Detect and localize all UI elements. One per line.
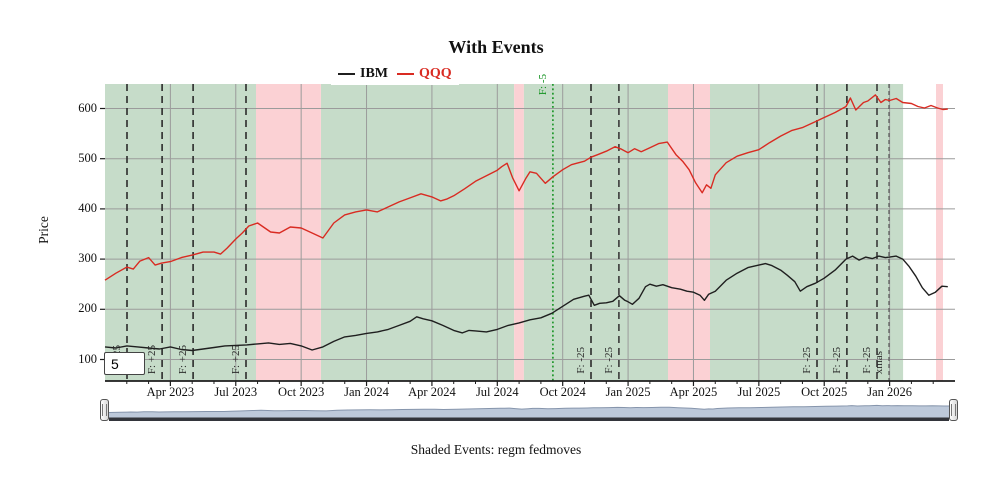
series-line-qqq: [104, 94, 948, 281]
shaded-band: [936, 84, 943, 381]
handle-grip-icon: [951, 404, 956, 416]
event-line-label: F: -25: [575, 347, 588, 374]
x-tick-label: Jan 2024: [344, 385, 389, 399]
x-tick-label: Apr 2025: [669, 385, 718, 399]
event-line-label: F: +25: [146, 344, 159, 374]
event-line-label: xmas: [872, 350, 885, 374]
legend-label-qqq: QQQ: [419, 66, 452, 81]
x-tick-label: Jul 2025: [737, 385, 781, 399]
y-tick-label: 400: [78, 200, 97, 215]
shaded-band: [514, 84, 524, 381]
x-tick-label: Jul 2024: [475, 385, 519, 399]
range-slider[interactable]: [100, 399, 958, 421]
y-tick-label: 600: [78, 100, 97, 115]
event-line-label: F: -5: [536, 74, 549, 96]
shaded-band: [710, 84, 904, 381]
shaded-band: [523, 84, 668, 381]
handle-grip-icon: [102, 404, 107, 416]
plot-area: [100, 84, 955, 386]
y-tick-label: 500: [78, 150, 97, 165]
shaded-band: [105, 84, 256, 381]
x-tick-label: Jul 2023: [214, 385, 258, 399]
event-line-label: F: +25: [230, 344, 242, 374]
x-tick-label: Oct 2024: [539, 385, 586, 399]
series-line-ibm: [104, 255, 948, 352]
x-tick-label: Oct 2025: [801, 385, 848, 399]
range-slider-right-handle[interactable]: [949, 399, 958, 421]
plot-svg: [100, 84, 955, 386]
legend-item-qqq: QQQ: [397, 66, 452, 82]
slider-wave-area: [109, 405, 949, 421]
y-axis-label: Price: [35, 216, 51, 244]
slider-wave-edge: [108, 404, 949, 413]
x-tick-label: Oct 2023: [278, 385, 325, 399]
window-size-input[interactable]: [104, 352, 145, 375]
event-line-label: F: -25: [860, 347, 873, 374]
legend-label-ibm: IBM: [360, 66, 388, 81]
slider-bottom-bar: [109, 417, 949, 421]
range-slider-preview: [108, 404, 949, 421]
x-tick-label: Apr 2024: [408, 385, 456, 399]
shaded-events-caption: Shaded Events: regm fedmoves: [410, 442, 582, 457]
event-line-label: F: -25: [602, 347, 615, 374]
y-tick-label: 200: [78, 301, 97, 316]
x-tick-label: Apr 2023: [146, 385, 195, 399]
legend-line-swatch-qqq: [397, 72, 414, 76]
range-slider-left-handle[interactable]: [100, 399, 109, 421]
y-tick-label: 300: [78, 251, 97, 266]
x-tick-label: Jan 2026: [867, 385, 912, 399]
chart-title: With Events: [448, 37, 544, 57]
event-line-label: F: -25: [801, 347, 814, 374]
event-line-label: F: +25: [177, 344, 190, 374]
legend-line-swatch-ibm: [338, 72, 355, 76]
legend: IBM QQQ: [331, 63, 459, 85]
shaded-band: [668, 84, 711, 381]
x-tick-label: Jan 2025: [605, 385, 651, 399]
legend-item-ibm: IBM: [338, 66, 388, 82]
range-slider-track[interactable]: [108, 399, 949, 421]
y-tick-label: 100: [78, 351, 97, 366]
event-line-label: F: -25: [830, 347, 843, 374]
